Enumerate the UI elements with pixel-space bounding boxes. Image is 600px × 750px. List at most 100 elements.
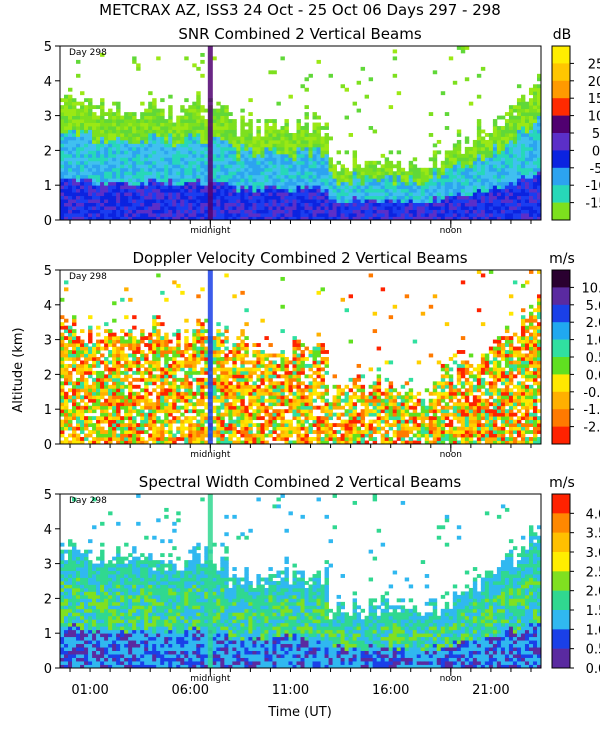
heatmap-cell [412, 206, 418, 210]
heatmap-cell [132, 209, 137, 214]
heatmap-cell [296, 133, 301, 137]
heatmap-cell [268, 402, 273, 407]
heatmap-cell [96, 160, 101, 165]
heatmap-cell [156, 202, 161, 207]
heatmap-cell [304, 139, 309, 144]
heatmap-cell [100, 402, 105, 407]
heatmap-cell [124, 216, 129, 221]
heatmap-cell [220, 402, 225, 407]
heatmap-cell [296, 192, 301, 197]
heatmap-cell [320, 181, 325, 186]
heatmap-cell [476, 133, 482, 137]
heatmap-cell [168, 174, 173, 179]
heatmap-cell [84, 370, 89, 375]
heatmap-cell [76, 216, 81, 221]
heatmap-cell [176, 332, 181, 337]
heatmap-cell [200, 146, 205, 151]
heatmap-cell [136, 339, 141, 344]
heatmap-cell [376, 213, 382, 217]
heatmap-cell [368, 216, 374, 221]
heatmap-cell [72, 350, 77, 354]
heatmap-cell [100, 133, 105, 137]
heatmap-cell [268, 419, 273, 424]
heatmap-cell [152, 195, 157, 200]
heatmap-cell [248, 188, 253, 193]
heatmap-cell [124, 164, 129, 169]
heatmap-cell [296, 339, 301, 344]
heatmap-cell [240, 143, 245, 148]
heatmap-cell [68, 171, 73, 176]
heatmap-cell [224, 339, 229, 344]
heatmap-cell [428, 157, 434, 162]
heatmap-cell [116, 164, 121, 169]
heatmap-cell [120, 388, 125, 393]
heatmap-cell [316, 178, 321, 183]
heatmap-cell [284, 139, 289, 144]
heatmap-cell [160, 346, 165, 351]
heatmap-cell [240, 171, 245, 176]
heatmap-cell [188, 437, 193, 441]
heatmap-cell [364, 171, 370, 176]
heatmap-cell [64, 391, 69, 396]
heatmap-cell [136, 133, 141, 137]
heatmap-cell [532, 167, 538, 172]
heatmap-cell [112, 381, 117, 386]
heatmap-cell [60, 202, 65, 207]
heatmap-cell [232, 143, 237, 148]
heatmap-cell [224, 430, 229, 434]
heatmap-cell [244, 157, 249, 162]
heatmap-cell [192, 192, 197, 197]
heatmap-cell [68, 157, 73, 162]
heatmap-cell [184, 409, 189, 414]
heatmap-cell [144, 381, 149, 386]
heatmap-cell [132, 384, 137, 389]
heatmap-cell [312, 213, 317, 217]
heatmap-cell [244, 308, 249, 313]
heatmap-cell [68, 178, 73, 183]
heatmap-cell [200, 343, 205, 347]
heatmap-cell [312, 185, 317, 190]
heatmap-cell [156, 433, 161, 438]
heatmap-cell [328, 171, 333, 176]
heatmap-cell [136, 370, 141, 375]
colorbar-label: 15 [588, 92, 600, 107]
heatmap-cell [116, 188, 121, 193]
heatmap-cell [504, 150, 510, 155]
heatmap-cell [128, 384, 133, 389]
heatmap-cell [136, 178, 141, 183]
heatmap-cell [508, 188, 514, 193]
heatmap-cell [288, 409, 293, 414]
heatmap-cell [240, 160, 245, 165]
heatmap-cell [352, 171, 358, 176]
heatmap-cell [348, 188, 354, 193]
heatmap-cell [108, 423, 113, 427]
heatmap-cell [516, 195, 522, 200]
heatmap-cell [124, 171, 129, 176]
heatmap-cell [224, 437, 229, 441]
heatmap-cell [284, 146, 289, 151]
heatmap-cell [324, 136, 329, 141]
heatmap-cell [296, 119, 301, 123]
heatmap-cell [392, 202, 398, 207]
heatmap-cell [108, 398, 113, 403]
heatmap-cell [512, 164, 518, 169]
heatmap-cell [92, 370, 97, 375]
heatmap-cell [536, 136, 542, 141]
heatmap-cell [296, 419, 301, 424]
heatmap-cell [280, 423, 285, 427]
heatmap-cell [76, 409, 81, 414]
heatmap-cell [244, 185, 249, 190]
heatmap-cell [264, 192, 269, 197]
heatmap-cell [64, 178, 69, 183]
heatmap-cell [168, 112, 173, 116]
heatmap-cell [296, 174, 301, 179]
heatmap-cell [148, 419, 153, 424]
heatmap-cell [228, 433, 233, 438]
time-marker-label: noon [440, 226, 462, 236]
heatmap-cell [492, 122, 498, 127]
heatmap-cell [448, 164, 454, 169]
heatmap-cell [392, 195, 398, 200]
heatmap-cell [160, 126, 165, 130]
heatmap-cell [152, 178, 157, 183]
heatmap-cell [292, 133, 297, 137]
